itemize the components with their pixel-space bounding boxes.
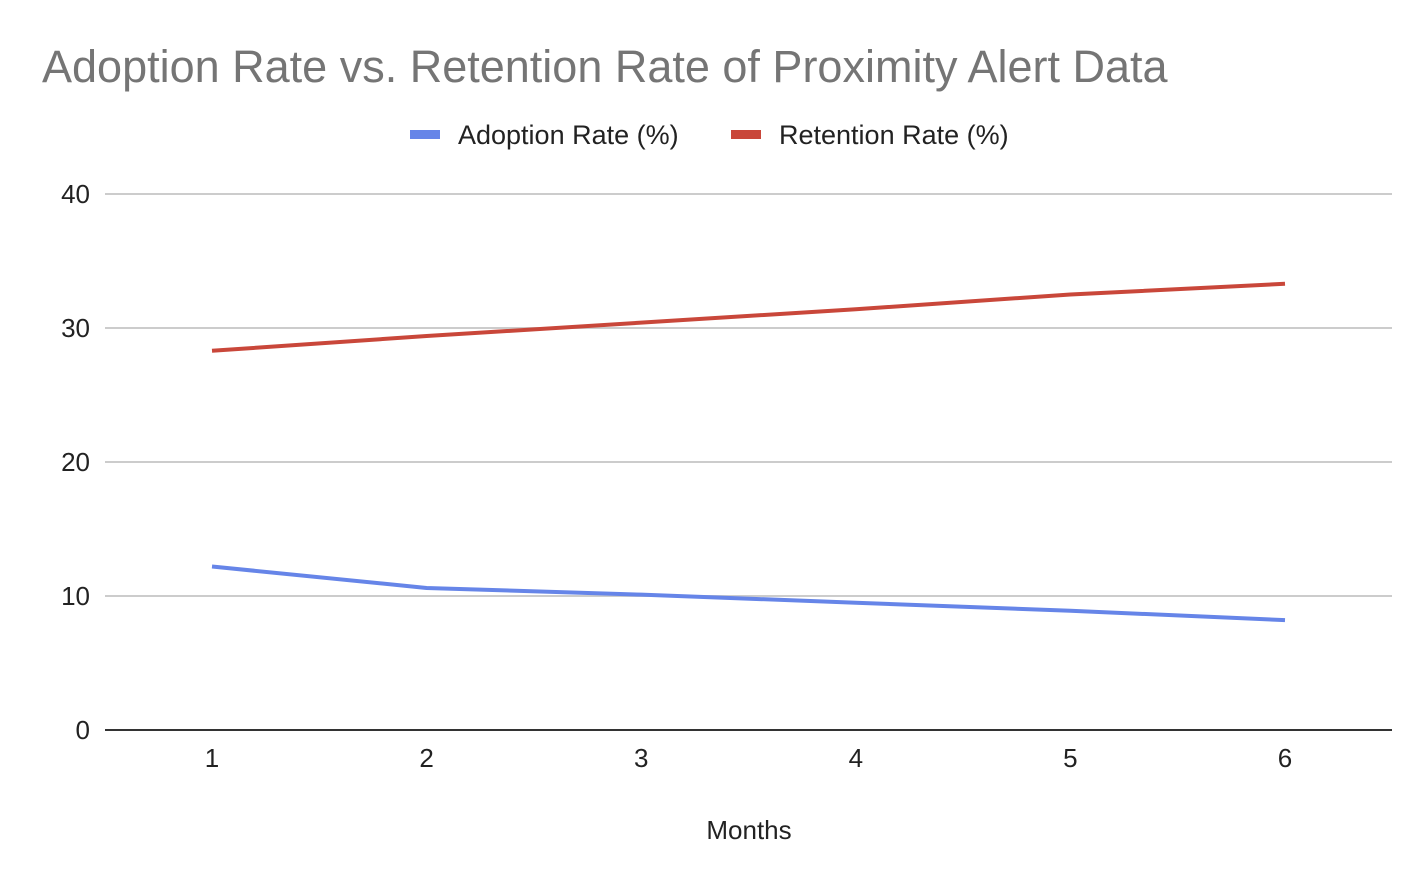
series-line-adoption-rate [211,564,1286,623]
y-axis-ticks: 0 10 20 30 40 [61,179,90,745]
x-tick-label: 1 [205,743,219,773]
y-tick-label: 30 [61,313,90,343]
y-tick-label: 10 [61,581,90,611]
gridlines [105,193,1392,731]
x-tick-label: 5 [1063,743,1077,773]
chart-title: Adoption Rate vs. Retention Rate of Prox… [42,41,1169,92]
x-axis-ticks: 1 2 3 4 5 6 [205,743,1292,773]
legend-label: Adoption Rate (%) [458,120,679,150]
legend-swatch [410,130,440,139]
y-tick-label: 40 [61,179,90,209]
x-tick-label: 3 [634,743,648,773]
x-tick-label: 6 [1278,743,1292,773]
x-tick-label: 2 [419,743,433,773]
x-tick-label: 4 [849,743,863,773]
legend-label: Retention Rate (%) [779,120,1009,150]
legend: Adoption Rate (%) Retention Rate (%) [410,120,1009,150]
legend-swatch [731,130,761,139]
series-lines [211,281,1286,623]
y-tick-label: 20 [61,447,90,477]
x-axis-title: Months [706,815,791,845]
y-tick-label: 0 [76,715,90,745]
series-line-retention-rate [211,281,1286,353]
